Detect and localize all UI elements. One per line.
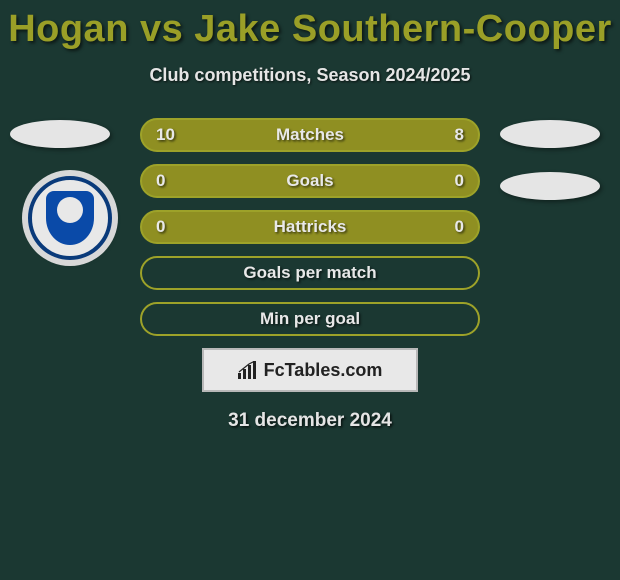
stat-right-value: 8: [434, 125, 464, 145]
comparison-body: 10Matches80Goals00Hattricks0Goals per ma…: [0, 118, 620, 432]
comparison-date: 31 december 2024: [0, 410, 620, 432]
stat-right-value: 0: [434, 217, 464, 237]
comparison-subtitle: Club competitions, Season 2024/2025: [0, 65, 620, 86]
brand-attribution: FcTables.com: [202, 348, 418, 392]
stat-row: 0Hattricks0: [140, 210, 480, 244]
club-badge-left: [28, 176, 112, 260]
stat-rows: 10Matches80Goals00Hattricks0Goals per ma…: [140, 118, 480, 336]
stat-label: Goals per match: [186, 263, 434, 283]
stat-label: Hattricks: [186, 217, 434, 237]
stat-row: Goals per match: [140, 256, 480, 290]
stat-row: 10Matches8: [140, 118, 480, 152]
stat-left-value: 10: [156, 125, 186, 145]
stat-left-value: 0: [156, 171, 186, 191]
comparison-title: Hogan vs Jake Southern-Cooper: [0, 0, 620, 51]
player-right-placeholder-2: [500, 172, 600, 200]
brand-label: FcTables.com: [264, 360, 383, 381]
stat-row: Min per goal: [140, 302, 480, 336]
player-right-placeholder-1: [500, 120, 600, 148]
stat-row: 0Goals0: [140, 164, 480, 198]
stat-label: Min per goal: [186, 309, 434, 329]
player-left-placeholder: [10, 120, 110, 148]
stat-left-value: 0: [156, 217, 186, 237]
stat-label: Goals: [186, 171, 434, 191]
stat-right-value: 0: [434, 171, 464, 191]
shield-icon: [46, 191, 94, 245]
stat-label: Matches: [186, 125, 434, 145]
bar-chart-icon: [238, 361, 258, 379]
